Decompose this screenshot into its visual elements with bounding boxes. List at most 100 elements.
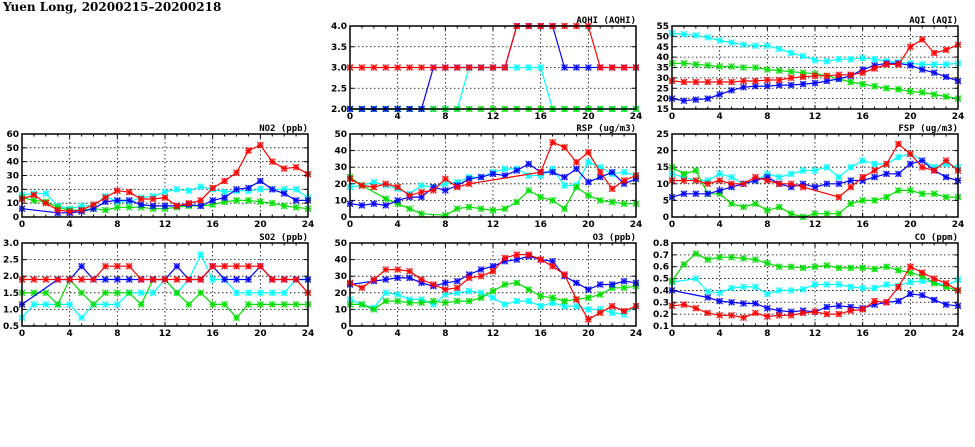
red-data-point (906, 263, 914, 271)
green-data-point (930, 279, 938, 287)
asterisk-marker (382, 297, 390, 305)
asterisk-marker (763, 66, 771, 73)
asterisk-marker (525, 64, 533, 71)
series-group (669, 140, 961, 220)
blue-data-point (740, 300, 747, 307)
asterisk-marker (292, 185, 300, 193)
blue-data-point (584, 64, 592, 71)
asterisk-marker (406, 299, 413, 307)
asterisk-marker (549, 165, 556, 173)
asterisk-marker (811, 308, 819, 316)
asterisk-marker (197, 183, 205, 190)
asterisk-marker (125, 188, 133, 196)
red-data-point (102, 194, 109, 201)
asterisk-marker (561, 271, 568, 278)
blue-data-point (561, 173, 568, 181)
green-data-point (113, 289, 121, 297)
asterisk-marker (620, 284, 628, 292)
green-data-point (596, 291, 604, 298)
red-data-point (406, 64, 413, 71)
asterisk-marker (596, 291, 604, 298)
asterisk-marker (823, 210, 831, 218)
green-data-point (370, 306, 378, 313)
blue-data-point (149, 202, 157, 210)
red-data-point (418, 276, 425, 283)
asterisk-marker (716, 37, 724, 44)
asterisk-marker (752, 173, 759, 181)
panel-title: CO (ppm) (915, 233, 958, 243)
red-data-point (835, 310, 843, 318)
series-group (669, 29, 961, 105)
asterisk-marker (453, 297, 461, 305)
green-data-point (561, 297, 568, 305)
asterisk-marker (883, 160, 890, 168)
asterisk-marker (197, 202, 205, 210)
red-data-point (883, 160, 890, 168)
blue-data-point (895, 297, 902, 305)
x-tick-label: 12 (487, 329, 500, 339)
asterisk-marker (513, 64, 521, 71)
cyan-data-point (256, 185, 264, 193)
red-data-point (233, 262, 240, 270)
blue-data-point (620, 180, 628, 188)
cyan-data-point (740, 41, 747, 49)
blue-data-point (823, 303, 831, 311)
asterisk-marker (918, 190, 926, 198)
red-data-point (811, 308, 819, 316)
asterisk-marker (680, 97, 688, 105)
green-data-point (775, 263, 783, 271)
red-data-point (906, 150, 914, 158)
green-data-point (584, 294, 592, 302)
x-tick-label: 8 (114, 220, 120, 230)
panel-title: RSP (ug/m3) (576, 124, 636, 134)
green-data-point (441, 211, 449, 219)
asterisk-marker (477, 272, 485, 280)
blue-data-point (787, 183, 795, 191)
blue-data-point (268, 185, 276, 193)
red-data-point (430, 64, 437, 71)
asterisk-marker (608, 281, 616, 288)
blue-data-point (245, 184, 252, 192)
asterisk-marker (549, 294, 556, 302)
asterisk-marker (90, 201, 97, 208)
asterisk-marker (161, 194, 169, 201)
cyan-data-point (280, 185, 288, 193)
blue-data-point (584, 286, 592, 293)
asterisk-marker (835, 264, 843, 272)
y-tick-label: 0 (341, 322, 347, 332)
cyan-data-point (620, 311, 628, 318)
x-tick-label: 16 (856, 329, 869, 339)
asterisk-marker (752, 64, 759, 71)
asterisk-marker (78, 202, 85, 210)
asterisk-marker (149, 289, 157, 297)
red-data-point (441, 175, 449, 183)
green-data-point (549, 294, 556, 302)
red-data-point (871, 65, 878, 72)
green-data-point (918, 272, 926, 280)
blue-data-point (477, 266, 485, 273)
green-data-point (125, 289, 133, 297)
red-data-point (752, 173, 759, 181)
blue-data-point (382, 276, 390, 283)
asterisk-marker (382, 266, 390, 273)
asterisk-marker (394, 297, 402, 305)
green-data-point (465, 203, 473, 211)
asterisk-marker (787, 311, 795, 319)
green-data-point (728, 200, 735, 208)
red-data-point (370, 183, 378, 191)
red-data-point (197, 197, 205, 204)
red-data-point (394, 183, 402, 191)
green-data-point (501, 205, 509, 213)
y-tick-label: 40 (334, 256, 347, 266)
asterisk-marker (78, 206, 85, 214)
asterisk-marker (835, 210, 843, 218)
y-tick-label: 10 (656, 180, 669, 190)
red-data-point (292, 276, 300, 283)
panel-title: FSP (ug/m3) (898, 124, 958, 134)
cyan-data-point (209, 276, 217, 283)
asterisk-marker (942, 173, 950, 181)
blue-data-point (465, 175, 473, 183)
asterisk-marker (608, 64, 616, 71)
cyan-data-point (728, 284, 735, 292)
cyan-data-point (942, 160, 950, 168)
